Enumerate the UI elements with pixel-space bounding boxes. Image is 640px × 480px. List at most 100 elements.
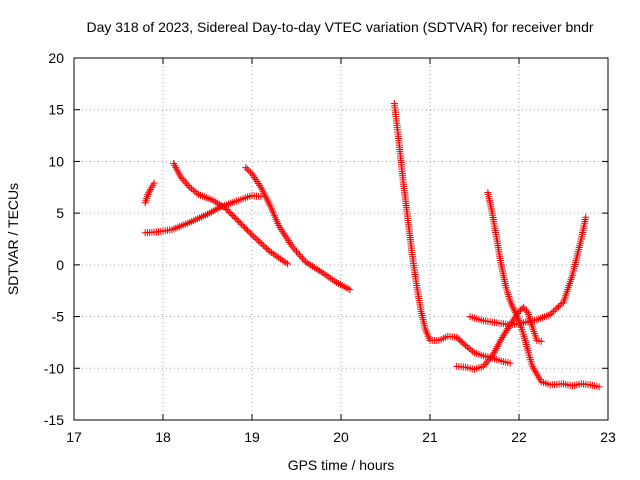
data-point bbox=[501, 330, 509, 338]
y-tick-label: 15 bbox=[48, 102, 64, 118]
data-point bbox=[317, 268, 325, 276]
data-point bbox=[482, 359, 490, 367]
data-point bbox=[463, 343, 471, 351]
y-tick-label: 10 bbox=[48, 153, 64, 169]
data-point bbox=[485, 355, 493, 363]
data-point bbox=[294, 249, 302, 257]
y-tick-label: 5 bbox=[56, 205, 64, 221]
data-point bbox=[293, 247, 300, 255]
data-point bbox=[582, 213, 590, 221]
data-point bbox=[469, 347, 477, 355]
x-tick-label: 17 bbox=[66, 429, 82, 445]
data-point bbox=[180, 176, 188, 184]
data-point bbox=[221, 204, 229, 212]
data-point bbox=[275, 254, 283, 262]
data-point bbox=[301, 258, 309, 266]
data-point bbox=[232, 214, 240, 222]
data-point bbox=[269, 250, 277, 258]
data-point bbox=[291, 246, 299, 254]
data-point bbox=[519, 303, 527, 311]
data-point bbox=[258, 240, 266, 248]
data-point bbox=[346, 286, 354, 294]
data-point bbox=[146, 187, 154, 195]
data-point bbox=[223, 205, 231, 213]
chart-title: Day 318 of 2023, Sidereal Day-to-day VTE… bbox=[86, 19, 593, 35]
x-tick-label: 21 bbox=[422, 429, 438, 445]
data-point bbox=[177, 173, 185, 181]
data-point bbox=[250, 232, 258, 240]
x-axis-label: GPS time / hours bbox=[288, 457, 395, 473]
data-point bbox=[271, 251, 279, 259]
data-point bbox=[467, 346, 475, 354]
data-point bbox=[521, 305, 529, 313]
data-point bbox=[242, 225, 250, 233]
series-arc8 bbox=[484, 188, 603, 391]
data-point bbox=[499, 332, 507, 340]
data-point bbox=[310, 263, 318, 271]
data-point bbox=[280, 257, 288, 265]
data-point bbox=[181, 178, 189, 186]
data-point bbox=[498, 334, 506, 342]
data-point bbox=[268, 249, 276, 257]
data-point bbox=[189, 186, 197, 194]
series-arc5 bbox=[390, 100, 514, 367]
data-point bbox=[273, 252, 281, 260]
data-point bbox=[244, 226, 252, 234]
data-point bbox=[282, 259, 290, 267]
data-point bbox=[233, 216, 241, 224]
data-point bbox=[183, 180, 191, 188]
data-point bbox=[253, 235, 261, 243]
data-point bbox=[251, 234, 259, 242]
plot-frame bbox=[73, 57, 609, 421]
y-tick-label: -5 bbox=[52, 309, 65, 325]
data-point bbox=[247, 229, 255, 237]
x-tick-label: 20 bbox=[333, 429, 349, 445]
data-point bbox=[235, 217, 243, 225]
y-tick-label: -10 bbox=[44, 360, 64, 376]
series-arc3 bbox=[170, 159, 292, 268]
series-arc1 bbox=[141, 179, 158, 207]
data-point bbox=[241, 223, 249, 231]
data-point bbox=[316, 267, 324, 275]
data-point bbox=[549, 307, 557, 315]
data-point bbox=[276, 255, 284, 263]
x-tick-label: 18 bbox=[155, 429, 171, 445]
series-arc4 bbox=[242, 164, 354, 294]
data-point bbox=[312, 265, 320, 273]
series-arc2 bbox=[141, 192, 265, 237]
data-point bbox=[298, 254, 306, 262]
data-point bbox=[245, 228, 253, 236]
data-point bbox=[465, 344, 473, 352]
data-point bbox=[230, 213, 238, 221]
data-point bbox=[595, 383, 603, 391]
data-point bbox=[259, 241, 267, 249]
data-point bbox=[178, 175, 186, 183]
data-point bbox=[254, 237, 262, 245]
x-tick-label: 23 bbox=[600, 429, 616, 445]
data-point bbox=[462, 342, 470, 350]
data-point bbox=[284, 260, 292, 268]
data-point bbox=[243, 165, 251, 173]
data-point bbox=[229, 211, 237, 219]
y-tick-label: 20 bbox=[48, 50, 64, 66]
data-point bbox=[238, 220, 246, 228]
data-point bbox=[245, 167, 253, 175]
data-point bbox=[261, 243, 269, 251]
data-point bbox=[248, 231, 256, 239]
data-point bbox=[193, 189, 201, 197]
axis-ticks: 17 18 19 20 21 22 23 -15 -10 -5 0 5 10 15 20 bbox=[44, 50, 616, 445]
data-point bbox=[236, 219, 244, 227]
data-point bbox=[145, 189, 153, 197]
data-point bbox=[144, 191, 152, 199]
data-point bbox=[487, 354, 495, 362]
data-point bbox=[481, 360, 489, 368]
data-point bbox=[239, 222, 247, 230]
data-point bbox=[554, 303, 562, 311]
data-point bbox=[263, 244, 271, 252]
data-point bbox=[226, 208, 234, 216]
data-point bbox=[484, 357, 492, 365]
data-point bbox=[184, 182, 192, 190]
data-point bbox=[546, 311, 554, 319]
